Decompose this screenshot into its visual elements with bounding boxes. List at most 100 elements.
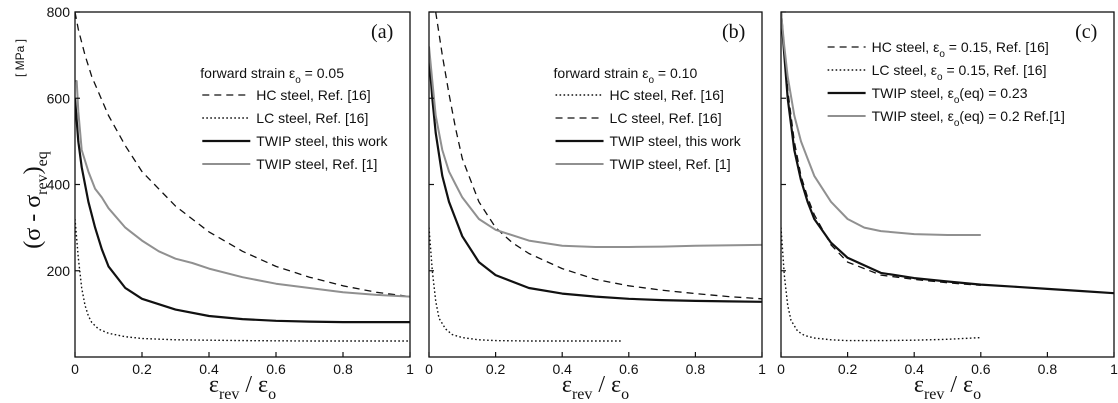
x-tick-label: 0.6 [266,361,286,377]
legend-label-1-post: = 0.15, Ref. [16] [945,39,1049,55]
series-line-4 [75,80,410,298]
legend-label-2: LC steel, Ref. [16] [610,110,722,126]
x-label-sub2: o [621,386,629,403]
x-label-slash: / [944,372,963,398]
x-tick-label: 0.2 [838,361,858,377]
series-line-1 [75,12,410,298]
x-axis-label: εrev / εo [562,372,629,403]
plot-frame [428,11,763,358]
series-line-3 [75,98,410,324]
x-label-slash: / [239,372,258,398]
legend-label-4: TWIP steel, Ref. [1] [610,156,731,172]
series-line-4 [781,12,981,236]
x-label-sub1: rev [219,386,239,403]
legend-label-3: TWIP steel, this work [256,133,388,149]
legend-label-3-post: (eq) = 0.23 [959,85,1027,101]
y-axis-unit: [ MPa ] [13,39,27,77]
y-tick-label: 200 [47,263,71,279]
x-tick-label: 0 [71,361,79,377]
legend-label-2-sub: o [937,72,943,83]
x-label-eps2: ε [963,372,973,398]
legend-label-2-pre: LC steel, ε [872,62,937,78]
series-line-3 [781,12,1114,295]
x-label-sub1: rev [924,386,944,403]
legend-label-4-pre: TWIP steel, ε [872,108,954,124]
legend-label-2: LC steel, Ref. [16] [256,110,368,126]
legend-header: forward strain εo = 0.05 [200,65,344,86]
x-label-sub1: rev [572,386,592,403]
x-tick-label: 0 [777,361,785,377]
legend-label-2-post: = 0.15, Ref. [16] [943,62,1047,78]
plot-frame [74,11,411,358]
x-tick-label: 0 [425,361,433,377]
legend-label-3: TWIP steel, εo(eq) = 0.23 [872,85,1028,106]
series-line-2 [75,218,410,342]
legend-header-sub: o [648,75,654,86]
x-label-sub2: o [268,386,276,403]
x-tick-label: 0.2 [486,361,506,377]
legend-label-1: HC steel, Ref. [16] [256,87,370,103]
x-tick-label: 0.4 [199,361,219,377]
x-tick-label: 1 [406,361,414,377]
legend-header: forward strain εo = 0.10 [554,65,698,86]
series-line-2 [435,12,762,300]
x-label-eps1: ε [209,372,219,398]
y-axis-label: (σ - σrev)eq [20,151,51,248]
legend-label-4-post: (eq) = 0.2 Ref.[1] [959,108,1064,124]
x-tick-label: 0.4 [552,361,572,377]
x-tick-label: 0.8 [333,361,353,377]
legend-header-post: = 0.10 [654,65,697,81]
legend-header-pre: forward strain ε [200,65,295,81]
y-label-sub1: rev [34,174,51,194]
x-tick-label: 1 [1110,361,1118,377]
x-label-eps2: ε [258,372,268,398]
y-tick-label: 600 [47,90,71,106]
x-axis-label: εrev / εo [914,372,981,403]
y-label-close: ) [20,166,46,174]
panel-a: 0 0.2 0.4 0.6 0.8 1 200 400 600 800 (a) forward str… [47,4,414,403]
y-tick-label: 400 [47,177,71,193]
legend-label-4: TWIP steel, Ref. [1] [256,156,377,172]
legend-label-2: LC steel, εo = 0.15, Ref. [16] [872,62,1047,83]
legend-label-4: TWIP steel, εo(eq) = 0.2 Ref.[1] [872,108,1065,129]
series-line-1 [429,227,623,342]
x-tick-label: 0.6 [619,361,639,377]
x-tick-label: 0.4 [904,361,924,377]
legend-label-1-sub: o [939,49,945,60]
x-label-eps1: ε [562,372,572,398]
legend-label-1: HC steel, εo = 0.15, Ref. [16] [872,39,1049,60]
y-axis-label-text: (σ - σrev)eq [20,151,51,248]
y-label-open: (σ - σ [20,195,46,249]
x-tick-label: 1 [758,361,766,377]
legend-label-3-pre: TWIP steel, ε [872,85,954,101]
x-label-eps2: ε [611,372,621,398]
series-line-4 [429,46,762,248]
legend-label-1: HC steel, Ref. [16] [610,87,724,103]
x-tick-label: 0.8 [1038,361,1058,377]
x-tick-label: 0.6 [971,361,991,377]
x-axis-label: εrev / εo [209,372,276,403]
legend-header-pre: forward strain ε [554,65,649,81]
y-tick-label: 800 [47,4,71,20]
legend-header-sub: o [295,75,301,86]
legend-label-3: TWIP steel, this work [610,133,742,149]
legend-label-1-pre: HC steel, ε [872,39,940,55]
x-tick-label: 0.8 [686,361,706,377]
x-label-sub2: o [973,386,981,403]
panel-b: 0 0.2 0.4 0.6 0.8 1(b)forward strain εo = 0.1… [425,11,766,403]
y-label-sub2: eq [34,151,51,166]
legend-label-3-sub: o [954,95,960,106]
x-label-slash: / [592,372,611,398]
legend-label-4-sub: o [954,118,960,129]
panel-label: (c) [1075,21,1097,43]
series-line-2 [781,227,981,342]
legend-header-post: = 0.05 [301,65,344,81]
panel-c: 0 0.2 0.4 0.6 0.8 1(c)HC steel, εo = 0.15, Re… [777,11,1118,403]
panels: 0 0.2 0.4 0.6 0.8 1 200 400 600 800 (a) forward str… [47,4,1118,403]
x-tick-label: 0.2 [132,361,152,377]
panel-label: (a) [371,21,393,43]
x-label-eps1: ε [914,372,924,398]
series-line-3 [429,55,762,303]
panel-label: (b) [722,21,745,43]
